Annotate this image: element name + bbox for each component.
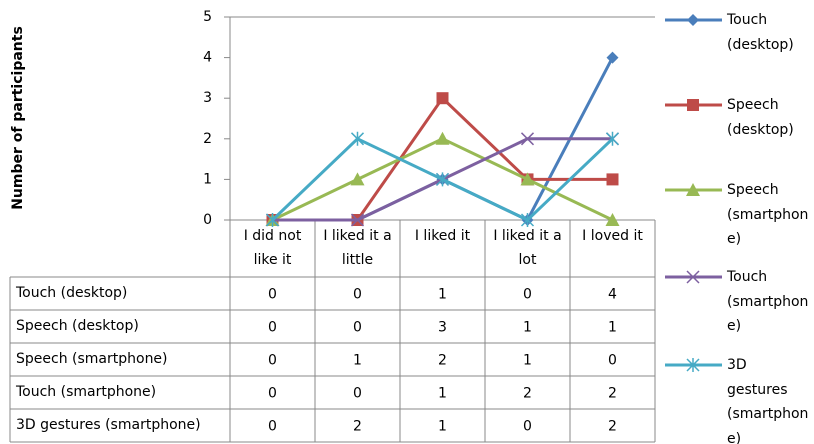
legend-label: Speech (desktop) — [727, 97, 794, 138]
table-cell: 1 — [353, 353, 362, 369]
table-cell: 1 — [523, 353, 532, 369]
table-cell: 0 — [268, 353, 277, 369]
table-cell: 1 — [608, 320, 617, 336]
table-cell: 2 — [523, 386, 532, 402]
y-tick-label: 1 — [203, 171, 212, 187]
table-cell: 0 — [608, 353, 617, 369]
legend-label: 3D gestures (smartphone) — [727, 357, 809, 444]
table-cell: 1 — [438, 287, 447, 303]
series-line — [272, 95, 613, 222]
marker — [605, 213, 620, 226]
marker — [520, 213, 535, 227]
legend-label: Speech (smartphone) — [727, 182, 809, 247]
table-cell: 0 — [353, 320, 362, 336]
marker — [520, 172, 535, 186]
table-row-name: Speech (desktop) — [16, 318, 139, 334]
marker — [606, 173, 619, 186]
table-cell: 0 — [523, 419, 532, 435]
x-tick-label: I liked it a little — [323, 228, 392, 268]
y-axis-label: Number of participants — [10, 26, 26, 210]
table-cell: 2 — [608, 386, 617, 402]
table-cell: 0 — [523, 287, 532, 303]
table-cell: 2 — [438, 353, 447, 369]
x-tick-label: I did not like it — [243, 228, 302, 268]
legend-label: Touch (desktop) — [727, 12, 794, 53]
table-cell: 2 — [353, 419, 362, 435]
marker — [606, 51, 619, 64]
marker — [435, 131, 450, 145]
table-cell: 1 — [438, 419, 447, 435]
marker — [436, 92, 449, 105]
marker — [686, 270, 700, 284]
legend-label: Touch (smartphone) — [727, 269, 809, 334]
marker — [686, 358, 700, 372]
marker — [520, 132, 535, 146]
table-row-name: Touch (desktop) — [16, 285, 128, 301]
y-tick-label: 2 — [203, 131, 212, 147]
table-row-name: Speech (smartphone) — [16, 351, 168, 367]
table-cell: 0 — [268, 386, 277, 402]
y-tick-label: 0 — [203, 212, 212, 228]
marker — [687, 99, 699, 111]
marker — [687, 14, 699, 26]
table-cell: 0 — [353, 287, 362, 303]
marker — [350, 213, 365, 227]
table-cell: 3 — [438, 320, 447, 336]
marker — [435, 172, 450, 187]
table-cell: 1 — [523, 320, 532, 336]
marker — [265, 213, 280, 227]
table-row-name: 3D gestures (smartphone) — [16, 417, 201, 433]
x-tick-label: I liked it — [414, 228, 471, 244]
table-cell: 4 — [608, 287, 617, 303]
table-row-name: Touch (smartphone) — [16, 384, 157, 400]
marker — [350, 131, 365, 146]
y-tick-label: 3 — [203, 90, 212, 106]
y-tick-label: 4 — [203, 50, 212, 66]
table-cell: 0 — [268, 419, 277, 435]
table-cell: 0 — [268, 320, 277, 336]
y-tick-label: 5 — [203, 9, 212, 25]
x-tick-label: I loved it — [582, 228, 643, 244]
x-tick-label: I liked it a lot — [493, 228, 562, 268]
marker — [350, 172, 365, 186]
table-cell: 1 — [438, 386, 447, 402]
table-cell: 0 — [353, 386, 362, 402]
table-cell: 2 — [608, 419, 617, 435]
marker — [605, 131, 620, 146]
table-cell: 0 — [268, 287, 277, 303]
marker — [686, 183, 700, 196]
